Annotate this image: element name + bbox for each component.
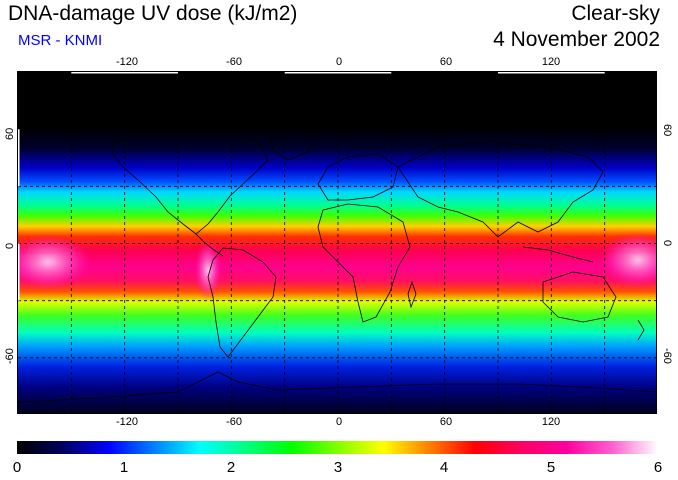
credit-label: MSR - KNMI bbox=[18, 32, 103, 49]
colorbar-tick-label: 1 bbox=[119, 459, 129, 476]
greenland-coast bbox=[267, 121, 319, 161]
lat-label-left: -60 bbox=[4, 348, 16, 364]
colorbar-tick-label: 0 bbox=[12, 459, 22, 476]
colorbar-tick-label: 5 bbox=[546, 459, 556, 476]
colorbar-tick-label: 4 bbox=[439, 459, 449, 476]
lon-label-bottom: -120 bbox=[115, 416, 139, 428]
lat-label-right: 0 bbox=[661, 240, 673, 247]
lat-label-left: 0 bbox=[4, 242, 16, 249]
lat-label-right: 60 bbox=[661, 124, 673, 137]
coastlines-and-grid bbox=[18, 72, 656, 413]
north-america-coast bbox=[112, 129, 269, 235]
europe-coast bbox=[317, 153, 399, 201]
sky-condition-label: Clear-sky bbox=[571, 2, 660, 25]
new-zealand-coast bbox=[637, 319, 645, 341]
australia-coast bbox=[542, 271, 617, 323]
colorbar-tick-label: 3 bbox=[333, 459, 343, 476]
date-label: 4 November 2002 bbox=[493, 28, 660, 51]
africa-coast bbox=[317, 203, 411, 323]
antarctica-coast bbox=[18, 371, 656, 403]
madagascar-coast bbox=[407, 280, 417, 309]
colorbar bbox=[17, 441, 658, 454]
asia-coast bbox=[397, 141, 604, 238]
lon-label-top: 120 bbox=[541, 56, 561, 68]
map-title: DNA-damage UV dose (kJ/m2) bbox=[8, 2, 298, 25]
lon-label-bottom: -60 bbox=[226, 416, 242, 428]
colorbar-tick-label: 2 bbox=[226, 459, 236, 476]
lon-label-bottom: 0 bbox=[335, 416, 343, 428]
indonesia-coast bbox=[522, 246, 594, 263]
colorbar-tick-label: 6 bbox=[653, 459, 663, 476]
south-america-coast bbox=[207, 247, 277, 358]
lon-label-bottom: 120 bbox=[541, 416, 561, 428]
lon-label-top: -120 bbox=[115, 56, 139, 68]
uv-dose-map bbox=[17, 71, 657, 414]
lon-label-top: -60 bbox=[226, 56, 242, 68]
lon-label-top: 0 bbox=[335, 56, 343, 68]
lat-label-right: -60 bbox=[661, 348, 673, 364]
lon-label-top: 60 bbox=[439, 56, 453, 68]
lon-label-bottom: 60 bbox=[439, 416, 453, 428]
lat-label-left: 60 bbox=[4, 127, 16, 140]
